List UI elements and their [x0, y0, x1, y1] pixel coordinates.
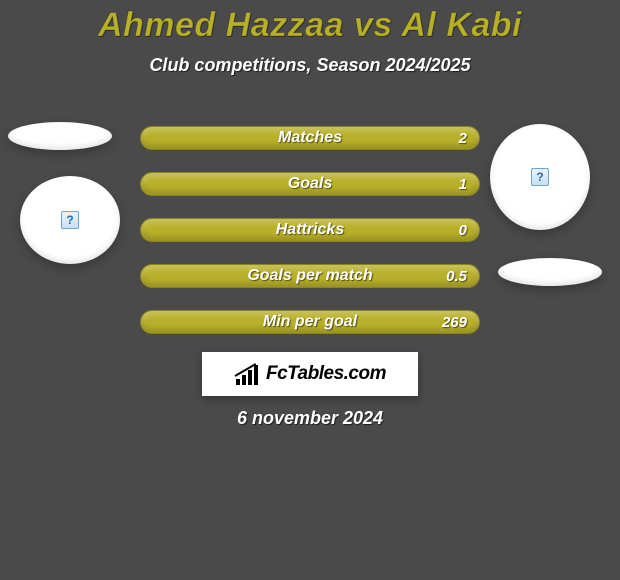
stat-bar-label: Hattricks — [141, 219, 479, 241]
footer-date: 6 november 2024 — [0, 408, 620, 429]
left-oval-top — [8, 122, 112, 150]
comparison-card: Ahmed Hazzaa vs Al Kabi Club competition… — [0, 0, 620, 580]
stat-bar-value: 0 — [459, 219, 467, 241]
stat-bar-label: Goals per match — [141, 265, 479, 287]
stat-bar-label: Min per goal — [141, 311, 479, 333]
page-subtitle: Club competitions, Season 2024/2025 — [0, 55, 620, 76]
stat-bar: Matches 2 — [140, 126, 480, 150]
left-avatar-circle: ? — [20, 176, 120, 264]
brand-text: FcTables.com — [266, 363, 386, 385]
stat-bar-value: 1 — [459, 173, 467, 195]
right-oval-bottom — [498, 258, 602, 286]
stat-bar: Min per goal 269 — [140, 310, 480, 334]
stat-bar-label: Goals — [141, 173, 479, 195]
right-avatar-circle: ? — [490, 124, 590, 230]
stat-bar: Goals 1 — [140, 172, 480, 196]
stat-bar-value: 2 — [459, 127, 467, 149]
stat-bar-value: 269 — [442, 311, 467, 333]
stat-bars: Matches 2 Goals 1 Hattricks 0 Goals per … — [140, 126, 480, 356]
stat-bar: Goals per match 0.5 — [140, 264, 480, 288]
brand-box: FcTables.com — [202, 352, 418, 396]
stat-bar-value: 0.5 — [446, 265, 467, 287]
brand-bars-icon — [234, 363, 260, 385]
stat-bar: Hattricks 0 — [140, 218, 480, 242]
placeholder-image-icon: ? — [61, 211, 79, 229]
placeholder-image-icon: ? — [531, 168, 549, 186]
stat-bar-label: Matches — [141, 127, 479, 149]
page-title: Ahmed Hazzaa vs Al Kabi — [0, 0, 620, 45]
